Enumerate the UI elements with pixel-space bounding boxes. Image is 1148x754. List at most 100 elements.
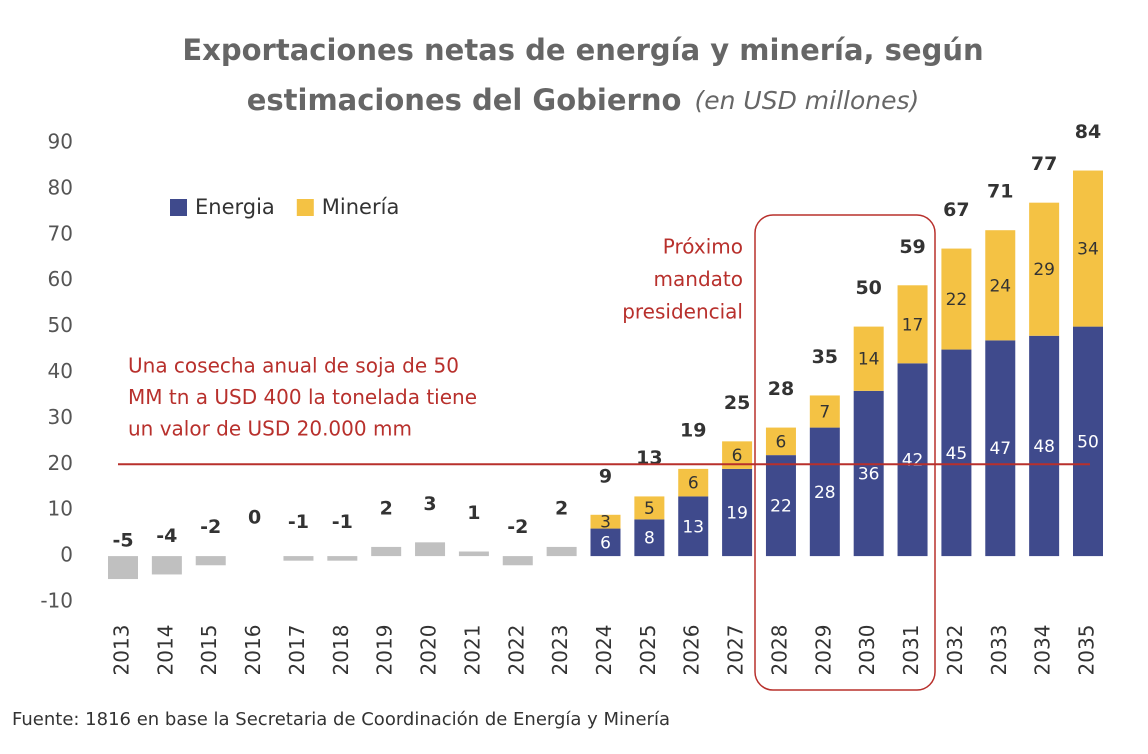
segment-label: 22 <box>770 497 792 517</box>
y-tick-label: 0 <box>60 543 73 567</box>
segment-label: 8 <box>644 529 655 549</box>
bar <box>809 427 840 557</box>
chart-title-line: estimaciones del Gobierno (en USD millon… <box>247 83 920 117</box>
x-tick-label: 2026 <box>680 625 704 676</box>
bar <box>634 519 665 557</box>
total-label: -2 <box>200 516 221 538</box>
segment-label: 22 <box>946 290 968 310</box>
x-tick-label: 2028 <box>767 625 791 676</box>
y-tick-label: 80 <box>48 175 73 199</box>
annotation: presidencial <box>622 300 743 324</box>
x-tick-label: 2018 <box>329 625 353 676</box>
highlight-box <box>754 214 936 691</box>
total-label: 67 <box>943 199 969 221</box>
total-label: 1 <box>467 502 480 524</box>
segment-label: 24 <box>989 276 1011 296</box>
bar <box>1073 170 1103 327</box>
legend-swatch <box>296 199 314 216</box>
bar <box>108 556 138 580</box>
x-tick-label: 2014 <box>153 625 177 676</box>
total-label: 71 <box>987 181 1013 203</box>
annotation: MM tn a USD 400 la tonelada tiene <box>128 385 477 409</box>
segment-label: 6 <box>600 533 611 553</box>
y-tick-label: 60 <box>48 267 73 291</box>
legend-label: Energia <box>195 195 275 219</box>
total-label: 28 <box>768 378 794 400</box>
bar <box>941 349 972 557</box>
bar <box>458 551 489 557</box>
annotation: mandato <box>654 267 743 291</box>
segment-label: 48 <box>1033 437 1055 457</box>
bar <box>415 542 446 557</box>
bar <box>1073 326 1103 557</box>
annotation: Una cosecha anual de soja de 50 <box>128 354 459 378</box>
total-label: 13 <box>636 447 662 469</box>
x-tick-label: 2033 <box>987 625 1011 676</box>
bar <box>151 556 182 575</box>
x-tick-label: 2029 <box>811 625 835 676</box>
source: Fuente: 1816 en base la Secretaria de Co… <box>12 709 670 730</box>
x-tick-label: 2024 <box>592 625 616 676</box>
total-label: 25 <box>724 392 750 414</box>
bar <box>765 455 796 557</box>
y-tick-label: 70 <box>48 221 73 245</box>
y-tick-label: 20 <box>48 451 73 475</box>
bar <box>590 528 621 557</box>
x-tick-label: 2019 <box>373 625 397 676</box>
segment-label: 50 <box>1077 432 1099 452</box>
chart-title: Exportaciones netas de energía y minería… <box>182 33 983 67</box>
segment-label: 42 <box>902 451 924 471</box>
segment-label: 13 <box>682 517 704 537</box>
x-tick-label: 2020 <box>417 625 441 676</box>
x-tick-label: 2030 <box>855 625 879 676</box>
bar <box>853 390 884 557</box>
bar <box>590 514 621 529</box>
x-tick-label: 2034 <box>1031 625 1055 676</box>
y-tick-label: 90 <box>48 130 73 154</box>
total-label: 3 <box>423 493 436 515</box>
bar <box>283 556 314 561</box>
x-tick-label: 2021 <box>460 625 484 676</box>
bar <box>1029 202 1060 336</box>
segment-label: 6 <box>776 432 787 452</box>
total-label: 0 <box>248 507 261 529</box>
segment-label: 45 <box>946 444 968 464</box>
total-label: -4 <box>156 525 177 547</box>
bar <box>502 556 533 566</box>
chart-subtitle: (en USD millones) <box>695 86 920 115</box>
bar <box>897 363 928 557</box>
y-tick-label: 50 <box>48 313 73 337</box>
segment-label: 6 <box>688 474 699 494</box>
total-label: -1 <box>332 511 353 533</box>
bar <box>985 230 1016 341</box>
x-tick-label: 2013 <box>110 625 134 676</box>
segment-label: 3 <box>600 513 611 533</box>
bar <box>765 427 796 456</box>
segment-label: 6 <box>732 446 743 466</box>
total-label: 35 <box>812 346 838 368</box>
x-tick-label: 2032 <box>943 625 967 676</box>
total-label: -2 <box>507 516 528 538</box>
bar <box>678 468 709 497</box>
annotation: un valor de USD 20.000 mm <box>128 417 412 441</box>
total-label: 77 <box>1031 153 1057 175</box>
segment-label: 5 <box>644 499 655 519</box>
x-tick-label: 2016 <box>241 625 265 676</box>
x-tick-label: 2017 <box>285 625 309 676</box>
x-tick-label: 2031 <box>899 625 923 676</box>
bar <box>941 248 972 350</box>
x-tick-label: 2027 <box>724 625 748 676</box>
segment-label: 19 <box>726 503 748 523</box>
y-tick-label: 10 <box>48 497 73 521</box>
legend-label: Minería <box>322 195 400 219</box>
segment-label: 7 <box>819 403 830 423</box>
x-tick-label: 2022 <box>504 625 528 676</box>
y-tick-label: 40 <box>48 359 73 383</box>
segment-label: 17 <box>902 315 924 335</box>
total-label: 50 <box>855 277 881 299</box>
total-label: 2 <box>380 497 393 519</box>
annotation: Próximo <box>663 235 743 259</box>
x-tick-label: 2025 <box>636 625 660 676</box>
total-label: 84 <box>1075 121 1101 143</box>
